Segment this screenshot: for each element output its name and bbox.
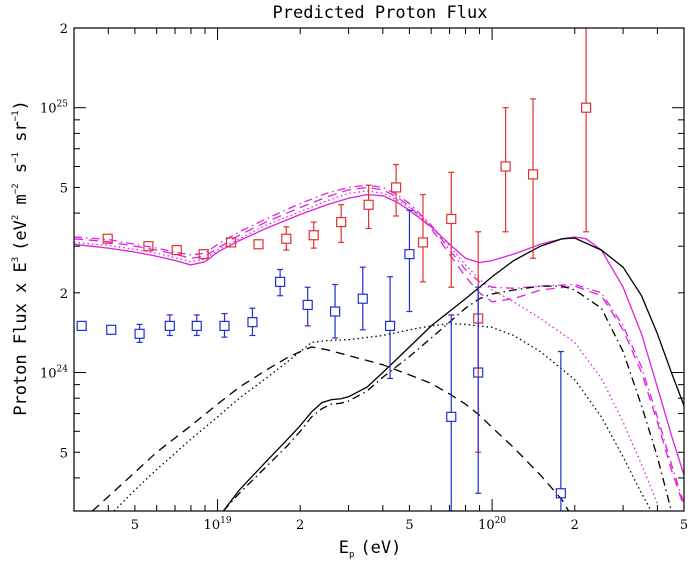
x-axis-label: Ep (eV) xyxy=(339,538,402,560)
x-tick-label: 2 xyxy=(296,518,304,533)
data-series-2 xyxy=(76,209,566,511)
curve-3 xyxy=(74,184,684,504)
x-tick-label: 1019 xyxy=(204,516,232,533)
data-point xyxy=(446,213,457,225)
data-point xyxy=(581,102,592,113)
data-point xyxy=(527,169,539,180)
data-point xyxy=(384,320,396,332)
y-tick-label: 2 xyxy=(60,287,68,302)
data-point xyxy=(390,182,402,193)
data-point xyxy=(225,237,237,248)
data-point xyxy=(198,249,209,260)
data-point xyxy=(336,216,347,228)
data-point xyxy=(281,233,292,244)
data-point xyxy=(76,320,87,332)
plot-area xyxy=(74,28,684,511)
x-tick-label: 5 xyxy=(680,518,688,533)
plot-frame xyxy=(73,27,685,512)
data-point xyxy=(308,230,319,241)
data-point xyxy=(363,199,374,210)
y-axis-label: Proton Flux x E3(eV2 m−2 s−1 sr−1) xyxy=(11,100,31,416)
axis-ticks: 5 1019 2 5 1020 2 5 5 1024 2 5 1025 2 xyxy=(40,22,688,533)
y-tick-label: 2 xyxy=(60,22,68,37)
data-point xyxy=(473,367,484,378)
data-point xyxy=(191,320,202,332)
data-point xyxy=(417,237,429,248)
curve-8 xyxy=(222,285,673,511)
data-point xyxy=(102,233,113,244)
data-point xyxy=(171,244,182,256)
y-tick-label: 5 xyxy=(60,446,68,461)
data-point xyxy=(253,239,264,250)
x-tick-label: 5 xyxy=(405,518,413,533)
y-tick-label: 1025 xyxy=(40,100,68,117)
data-point xyxy=(500,161,511,172)
data-point xyxy=(164,320,175,332)
data-point xyxy=(106,324,117,335)
data-point xyxy=(219,320,230,332)
data-point xyxy=(134,328,145,339)
data-point xyxy=(446,411,457,422)
y-tick-label: 5 xyxy=(60,181,68,196)
data-series-1 xyxy=(102,28,592,453)
x-tick-label: 1020 xyxy=(478,516,506,533)
y-tick-label: 1024 xyxy=(40,365,68,382)
data-point xyxy=(357,293,368,304)
curve-7 xyxy=(113,322,652,511)
curve-4 xyxy=(74,190,659,504)
data-point xyxy=(555,488,566,499)
curve-2 xyxy=(74,186,684,508)
curve-6 xyxy=(91,346,570,511)
curve-1 xyxy=(74,193,684,476)
data-point xyxy=(247,317,258,328)
data-point xyxy=(143,241,154,252)
data-point xyxy=(329,306,341,317)
data-point xyxy=(275,276,286,287)
data-point xyxy=(302,299,313,311)
x-tick-label: 2 xyxy=(571,518,579,533)
chart-title: Predicted Proton Flux xyxy=(273,3,488,23)
x-tick-label: 5 xyxy=(131,518,139,533)
data-point xyxy=(404,249,415,260)
curve-5 xyxy=(222,237,684,511)
